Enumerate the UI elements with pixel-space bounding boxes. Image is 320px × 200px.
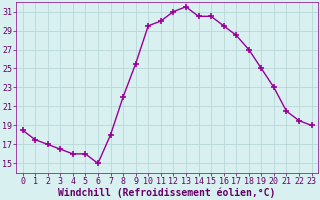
X-axis label: Windchill (Refroidissement éolien,°C): Windchill (Refroidissement éolien,°C) xyxy=(58,187,276,198)
